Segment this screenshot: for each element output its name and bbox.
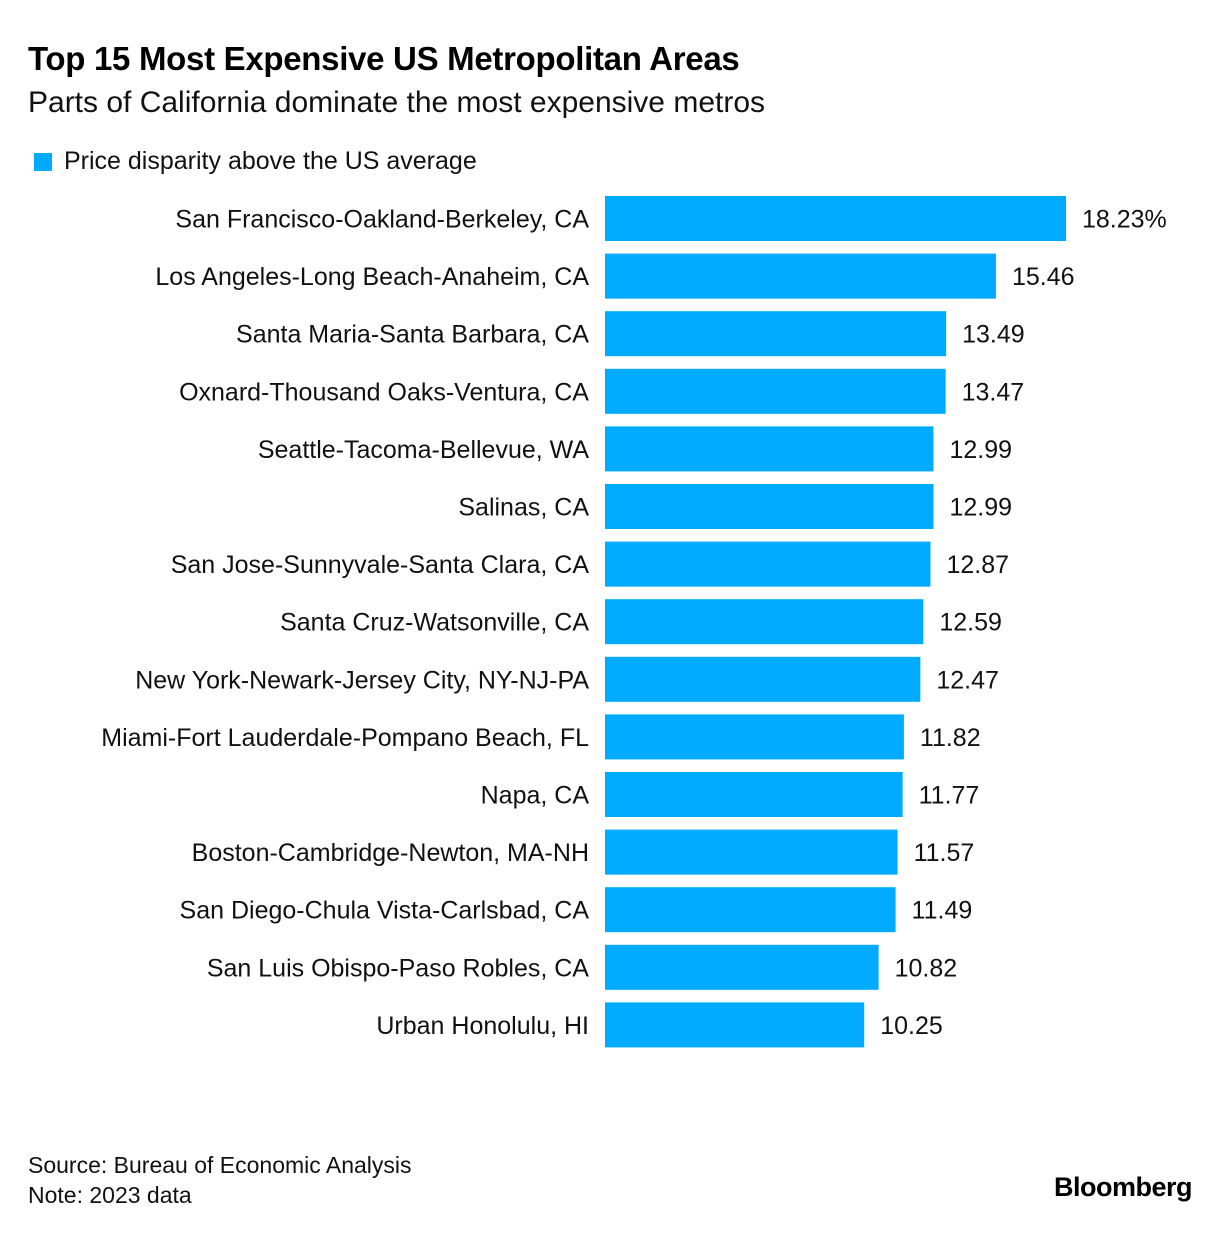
bar — [605, 196, 1066, 241]
value-label: 11.77 — [919, 782, 980, 810]
note-text: Note: 2023 data — [28, 1182, 192, 1208]
value-label: 12.99 — [949, 494, 1012, 522]
value-label: 10.82 — [895, 954, 958, 982]
legend-swatch — [34, 152, 52, 171]
footer-source: Source: Bureau of Economic Analysis Note… — [28, 1150, 412, 1210]
category-label: San Francisco-Oakland-Berkeley, CA — [175, 206, 589, 234]
chart-title: Top 15 Most Expensive US Metropolitan Ar… — [28, 40, 740, 77]
value-label: 18.23% — [1082, 206, 1167, 234]
bloomberg-logo: Bloomberg — [1053, 1172, 1193, 1202]
category-label: Santa Maria-Santa Barbara, CA — [236, 321, 589, 349]
value-label: 11.49 — [912, 897, 973, 925]
bar — [605, 772, 903, 817]
bar — [605, 426, 934, 472]
value-label: 12.59 — [939, 609, 1002, 637]
category-label: Miami-Fort Lauderdale-Pompano Beach, FL — [101, 724, 589, 752]
legend: Price disparity above the US average — [34, 147, 477, 176]
bar — [605, 887, 896, 933]
bar — [605, 1002, 865, 1048]
category-label: New York-Newark-Jersey City, NY-NJ-PA — [135, 666, 589, 694]
value-label: 12.99 — [949, 436, 1012, 464]
legend-label: Price disparity above the US average — [64, 147, 477, 175]
value-label: 10.25 — [880, 1012, 943, 1040]
chart-subtitle: Parts of California dominate the most ex… — [28, 86, 766, 119]
bar — [605, 484, 934, 529]
category-label: Santa Cruz-Watsonville, CA — [280, 609, 589, 637]
bar — [605, 541, 931, 587]
bar — [605, 829, 898, 875]
bar — [605, 714, 904, 760]
category-label: San Jose-Sunnyvale-Santa Clara, CA — [171, 551, 590, 579]
value-label: 11.57 — [914, 839, 975, 867]
value-label: 12.47 — [936, 666, 999, 694]
value-label: 11.82 — [920, 724, 981, 752]
category-label: Seattle-Tacoma-Bellevue, WA — [258, 436, 589, 464]
category-label: Napa, CA — [481, 782, 590, 810]
bar — [605, 599, 924, 645]
category-label: Oxnard-Thousand Oaks-Ventura, CA — [179, 378, 589, 406]
value-label: 13.47 — [962, 378, 1025, 406]
source-text: Source: Bureau of Economic Analysis — [28, 1152, 412, 1178]
category-label: Boston-Cambridge-Newton, MA-NH — [192, 839, 589, 867]
category-label: Urban Honolulu, HI — [376, 1012, 589, 1040]
category-label: Salinas, CA — [458, 494, 589, 522]
value-label: 13.49 — [962, 321, 1025, 349]
category-label: San Luis Obispo-Paso Robles, CA — [207, 954, 589, 982]
bar — [605, 311, 947, 357]
bar — [605, 368, 946, 414]
bar — [605, 253, 996, 299]
value-label: 12.87 — [946, 551, 1009, 579]
category-label: San Diego-Chula Vista-Carlsbad, CA — [180, 897, 590, 925]
bar — [605, 944, 879, 990]
bar — [605, 656, 921, 702]
value-label: 15.46 — [1012, 263, 1075, 291]
category-label: Los Angeles-Long Beach-Anaheim, CA — [155, 263, 589, 291]
